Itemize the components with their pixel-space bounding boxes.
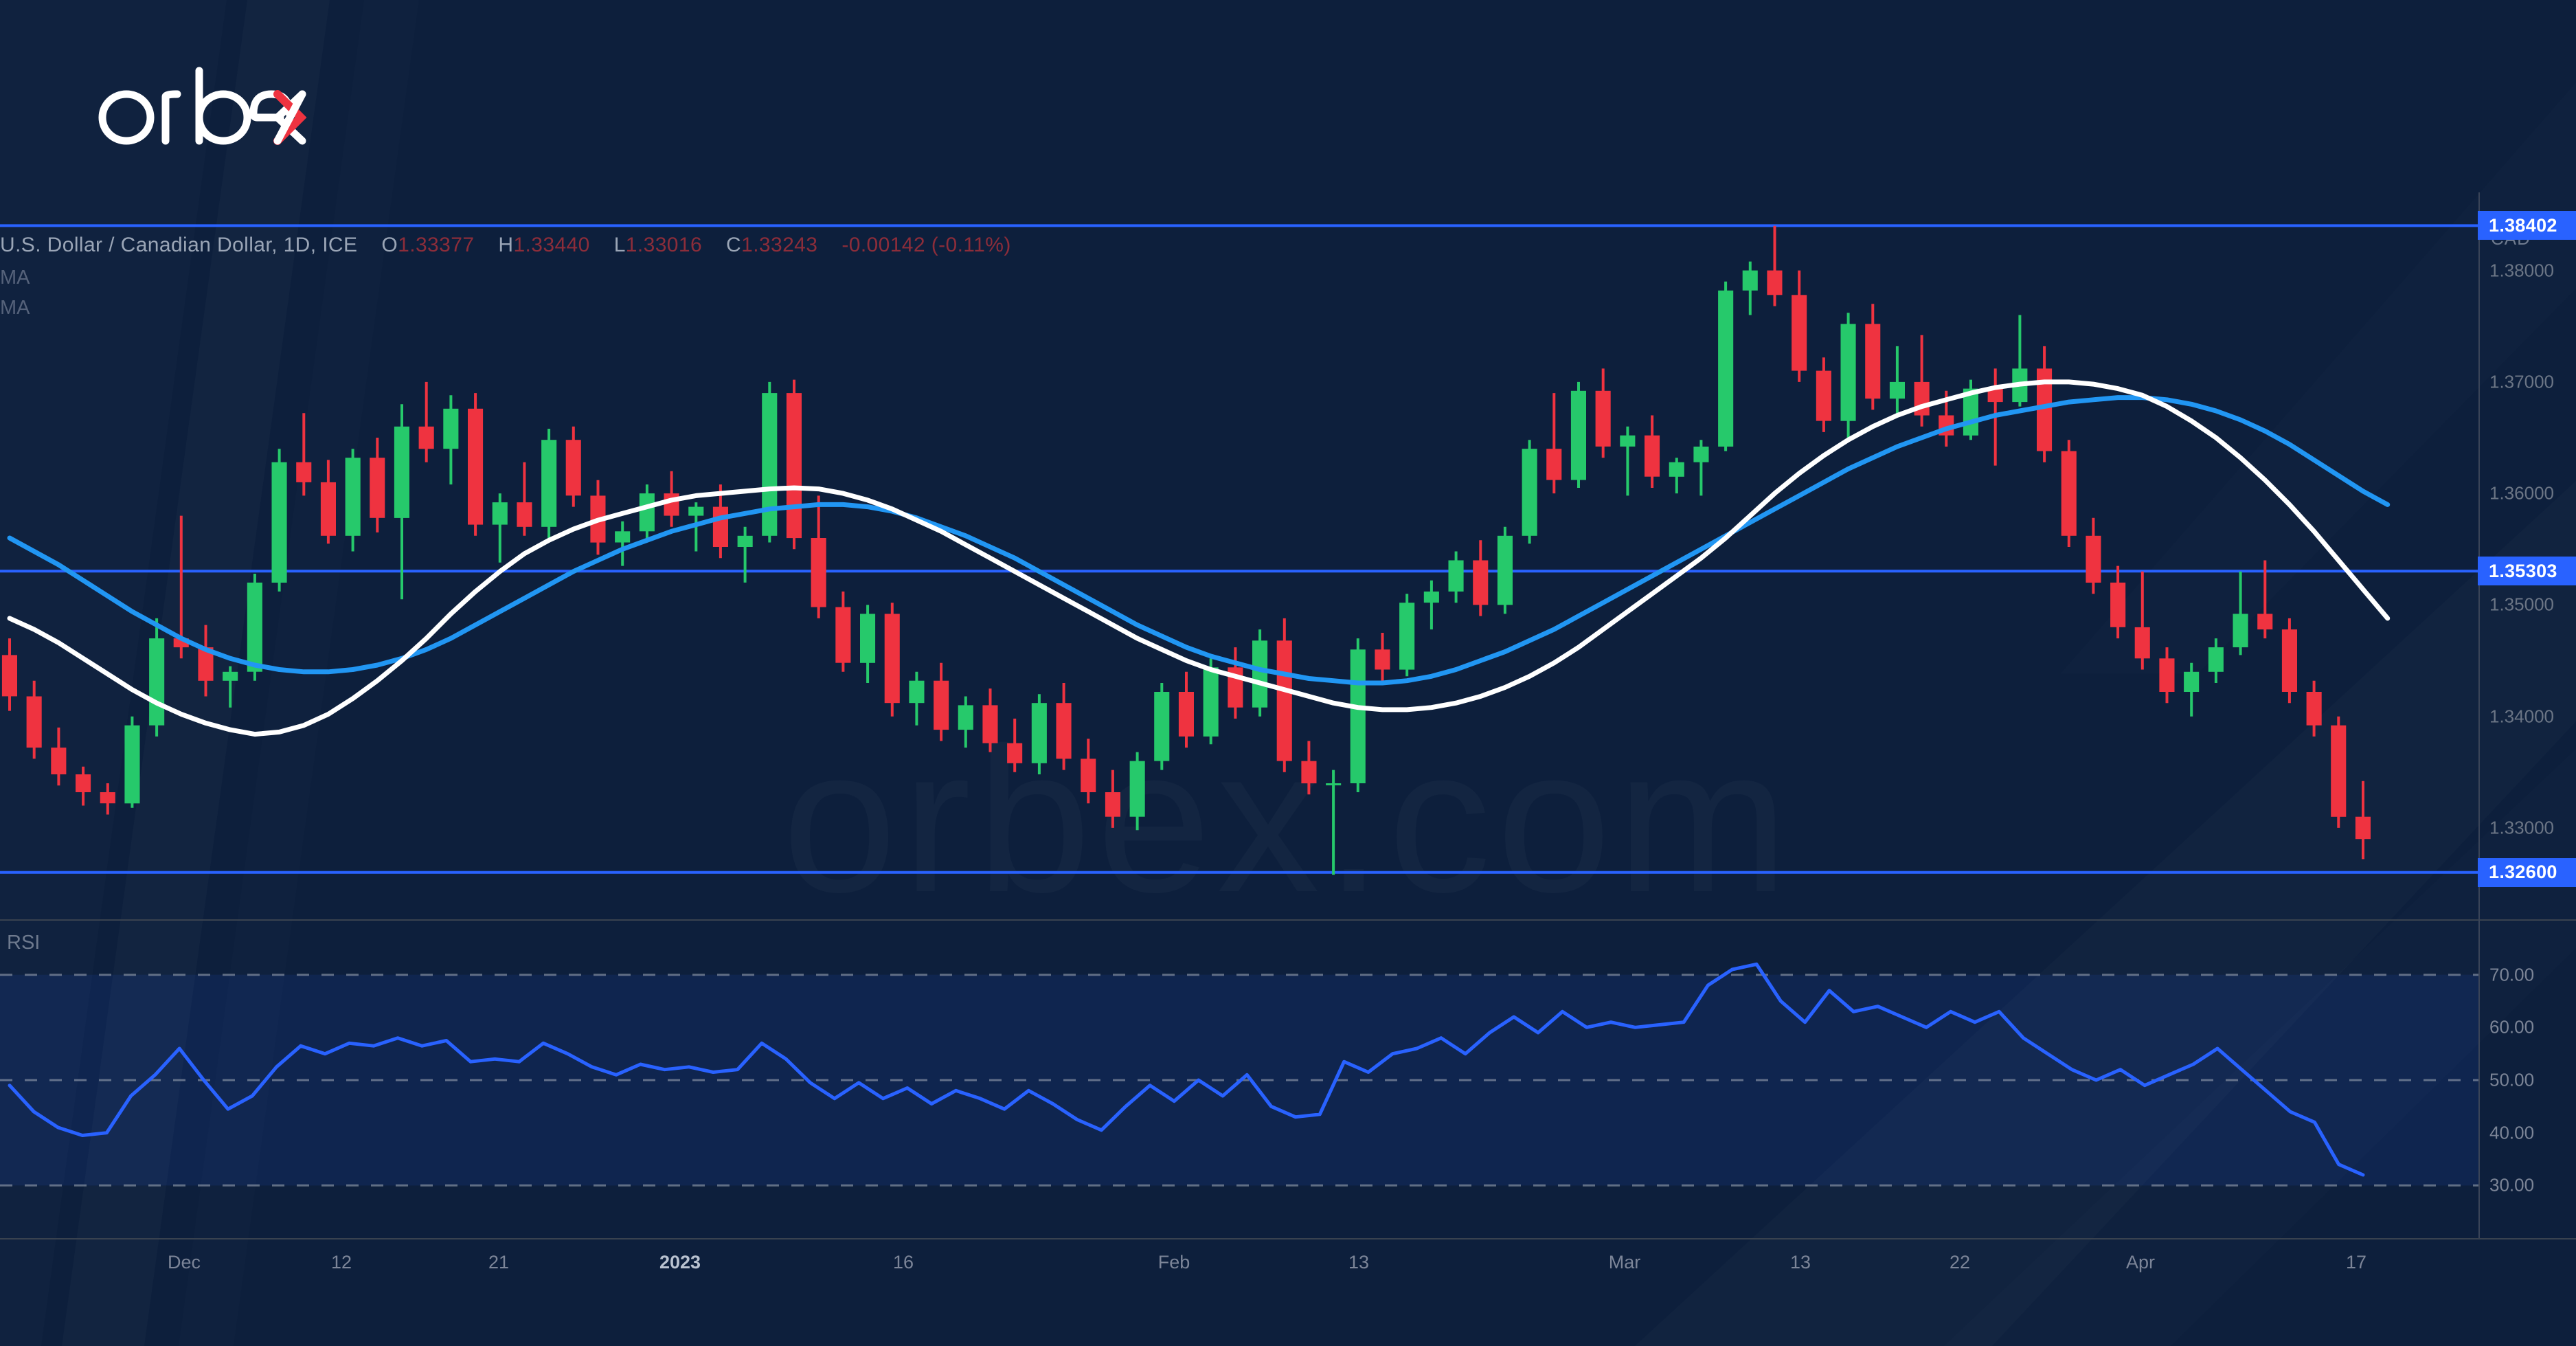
high-key: H: [498, 234, 514, 256]
time-tick: 21: [488, 1252, 510, 1272]
price-tick: 1.37000: [2489, 371, 2554, 392]
time-tick: 17: [2345, 1252, 2367, 1272]
rsi-panel[interactable]: RSI: [0, 922, 2478, 1238]
high-value: 1.33440: [513, 234, 590, 256]
price-level-badge[interactable]: 1.32600: [2478, 857, 2576, 887]
rsi-label: RSI: [7, 932, 41, 954]
orbex-logo: [96, 65, 330, 148]
ma-legend-fast: MA: [0, 267, 30, 289]
low-key: L: [613, 234, 626, 256]
change-value: -0.00142 (-0.11%): [841, 234, 1011, 256]
time-tick: 12: [330, 1252, 352, 1272]
rsi-tick: 50.00: [2489, 1069, 2535, 1090]
open-value: 1.33377: [398, 234, 475, 256]
time-tick: 2023: [659, 1252, 701, 1272]
rsi-tick: 30.00: [2489, 1174, 2535, 1196]
low-value: 1.33016: [625, 234, 703, 256]
time-tick: Dec: [167, 1252, 201, 1272]
price-axis[interactable]: CAD 1.380001.370001.360001.350001.340001…: [2478, 192, 2576, 1238]
time-axis-divider: [0, 1238, 2576, 1240]
price-level-badge[interactable]: 1.38402: [2478, 211, 2576, 240]
instrument-name: U.S. Dollar / Canadian Dollar, 1D, ICE: [0, 234, 358, 256]
close-key: C: [726, 234, 742, 256]
price-chart-panel[interactable]: [0, 192, 2478, 919]
rsi-tick: 40.00: [2489, 1122, 2535, 1143]
price-tick: 1.35000: [2489, 594, 2554, 615]
time-tick: 22: [1949, 1252, 1971, 1272]
close-value: 1.33243: [741, 234, 818, 256]
time-tick: Apr: [2125, 1252, 2156, 1272]
price-tick: 1.36000: [2489, 482, 2554, 504]
price-level-badge[interactable]: 1.35303: [2478, 557, 2576, 586]
time-tick: Feb: [1157, 1252, 1190, 1272]
price-tick: 1.33000: [2489, 817, 2554, 838]
time-tick: Mar: [1608, 1252, 1641, 1272]
open-key: O: [381, 234, 398, 256]
time-tick: 13: [1348, 1252, 1370, 1272]
panel-divider: [0, 919, 2576, 921]
price-tick: 1.38000: [2489, 260, 2554, 281]
time-tick: 13: [1789, 1252, 1811, 1272]
rsi-tick: 60.00: [2489, 1016, 2535, 1037]
time-axis[interactable]: Dec 12 21 2023 16 Feb 13 Mar 13 22 Apr 17: [0, 1240, 2478, 1301]
rsi-tick: 70.00: [2489, 964, 2535, 985]
price-tick: 1.34000: [2489, 706, 2554, 727]
legend-instrument-ohlc: U.S. Dollar / Canadian Dollar, 1D, ICE O…: [0, 234, 1011, 257]
ma-legend-slow: MA: [0, 297, 30, 319]
time-tick: 16: [892, 1252, 914, 1272]
